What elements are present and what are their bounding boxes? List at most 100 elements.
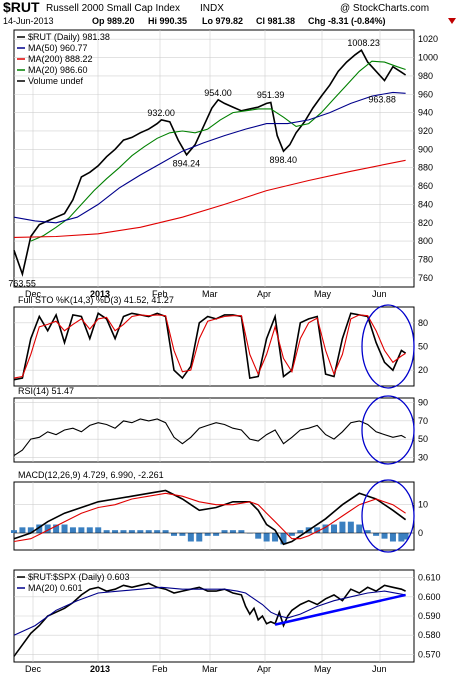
panel-frame	[13, 29, 415, 288]
y-tick-label: 820	[418, 218, 433, 228]
price-annotation: 932.00	[147, 108, 175, 118]
x-tick-label: Apr	[257, 289, 271, 299]
series-line-ma-20-	[30, 60, 406, 242]
x-tick-label: 2013	[90, 664, 110, 674]
x-tick-label: Apr	[257, 664, 271, 674]
histogram-bar	[44, 524, 51, 533]
series-line-rsi	[13, 418, 406, 457]
histogram-bar	[314, 527, 321, 533]
y-tick-label: 70	[418, 416, 428, 426]
panel-stochastic: 80 50 20 Full STO %K(14,3) %D(3) 41.52, 41.…	[13, 295, 428, 389]
histogram-bar	[112, 530, 119, 533]
highlight-circle	[361, 395, 415, 465]
series-line-ma-20-	[13, 586, 406, 636]
down-triangle-icon	[448, 18, 456, 24]
x-tick-label: Mar	[202, 664, 218, 674]
histogram-bar	[221, 530, 228, 533]
x-tick-label: Feb	[152, 289, 168, 299]
histogram-bar	[381, 533, 388, 539]
histogram-bar	[145, 530, 152, 533]
legend-entry: MA(20) 986.60	[28, 65, 88, 75]
histogram-bar	[196, 533, 203, 542]
x-tick-label: Jun	[372, 289, 387, 299]
y-tick-label: 760	[418, 273, 433, 283]
histogram-bar	[204, 533, 211, 536]
histogram-bar	[238, 530, 245, 533]
indicator-panels: 1020100098096094092090088086084082080078…	[8, 29, 441, 674]
histogram-bar	[154, 530, 161, 533]
chart-exchange: INDX	[200, 3, 224, 14]
series-line-ma-200-	[13, 159, 406, 238]
y-tick-label: 10	[418, 500, 428, 510]
x-tick-label: Dec	[25, 289, 42, 299]
x-tick-label: Mar	[202, 289, 218, 299]
y-tick-label: 0	[418, 528, 423, 538]
chart-symbol: $RUT	[3, 0, 40, 15]
histogram-bar	[120, 530, 127, 533]
y-tick-label: 0.570	[418, 649, 441, 659]
histogram-bar	[103, 530, 110, 533]
series-line--rut-spx	[13, 582, 406, 657]
highlight-circle	[361, 304, 415, 389]
y-tick-label: 30	[418, 452, 428, 462]
legend-entry: MA(20) 0.601	[28, 583, 83, 593]
chart-name: Russell 2000 Small Cap Index	[46, 3, 180, 14]
histogram-bar	[280, 533, 287, 545]
histogram-bar	[356, 524, 363, 533]
y-tick-label: 780	[418, 254, 433, 264]
y-tick-label: 960	[418, 89, 433, 99]
histogram-bar	[27, 527, 34, 533]
panel-macd: 10 0 MACD(12,26,9) 4.729, 6.990, -2.261	[11, 470, 428, 553]
histogram-bar	[61, 524, 68, 533]
series-line-ma-50-	[13, 91, 406, 224]
series-line-macd	[13, 489, 407, 546]
y-tick-label: 20	[418, 365, 428, 375]
y-tick-label: 0.600	[418, 592, 441, 602]
ohlc-open: Op 989.20	[92, 16, 135, 26]
histogram-bar	[53, 524, 60, 533]
chart-date: 14-Jun-2013	[3, 16, 54, 26]
legend-entry: $RUT (Daily) 981.38	[28, 32, 110, 42]
y-tick-label: 0.590	[418, 611, 441, 621]
series-line--k	[13, 312, 407, 381]
histogram-bar	[11, 530, 17, 533]
ohlc-high: Hi 990.35	[148, 16, 187, 26]
y-tick-label: 50	[418, 342, 428, 352]
x-tick-label: 2013	[90, 289, 110, 299]
trendline	[274, 593, 406, 626]
x-tick-label: Feb	[152, 664, 168, 674]
series-line--d	[13, 314, 406, 379]
histogram-bar	[347, 521, 354, 533]
legend-entry: Volume undef	[28, 76, 84, 86]
y-tick-label: 940	[418, 108, 433, 118]
histogram-bar	[229, 530, 236, 533]
panel-price: 1020 1000 980 960 940 920 900 880 860 840 820 800 78…	[8, 29, 438, 299]
panel-frame	[13, 481, 415, 551]
histogram-bar	[86, 527, 93, 533]
histogram-bar	[364, 530, 371, 533]
histogram-bar	[162, 530, 169, 533]
histogram-bar	[331, 524, 337, 533]
y-tick-label: 860	[418, 181, 433, 191]
panel-title: MACD(12,26,9) 4.729, 6.990, -2.261	[18, 470, 164, 480]
histogram-bar	[179, 533, 186, 536]
histogram-bar	[272, 533, 279, 542]
legend-entry: MA(200) 888.22	[28, 54, 93, 64]
x-tick-label: May	[314, 289, 332, 299]
histogram-bar	[389, 533, 396, 542]
y-tick-label: 0.610	[418, 573, 441, 583]
price-annotation: 963.88	[368, 95, 396, 105]
histogram-bar	[255, 533, 262, 539]
histogram-bar	[171, 533, 177, 536]
y-tick-label: 880	[418, 163, 433, 173]
y-tick-label: 1000	[418, 53, 438, 63]
y-tick-label: 1020	[418, 34, 438, 44]
series-line--rut	[13, 49, 407, 277]
price-annotation: 954.00	[204, 88, 232, 98]
y-tick-label: 900	[418, 144, 433, 154]
legend-entry: $RUT:$SPX (Daily) 0.603	[28, 572, 130, 582]
panel-title: Full STO %K(14,3) %D(3) 41.52, 41.27	[18, 295, 174, 305]
price-annotation: 951.39	[257, 90, 285, 100]
x-tick-label: May	[314, 664, 332, 674]
histogram-bar	[402, 533, 409, 540]
